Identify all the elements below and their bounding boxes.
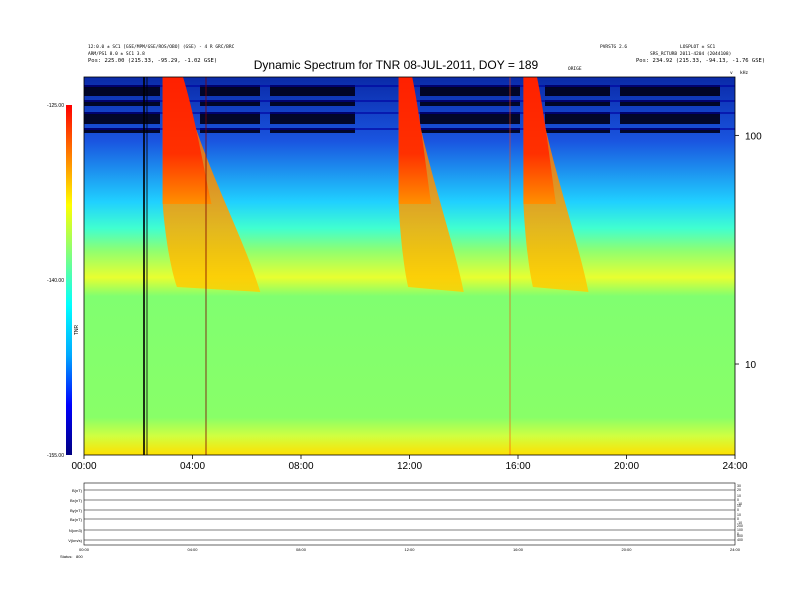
colorbar [66, 105, 72, 455]
dark-band [200, 128, 260, 133]
bottom-scale-label: 10 [737, 504, 741, 508]
dark-band [420, 85, 520, 96]
bottom-scale-label: 30 [737, 484, 741, 488]
bottom-scale-label: 200 [737, 524, 743, 528]
dark-band [200, 112, 260, 124]
dark-band [200, 85, 260, 96]
header-right-line4: Pos: 234.92 (215.33, -94.13, -1.76 GSE) [636, 58, 766, 64]
bottom-row-label: Bz(nT) [70, 517, 83, 522]
dark-band [84, 100, 160, 106]
bottom-row-label: Bx(nT) [70, 498, 83, 503]
status-value: 800 [76, 554, 83, 559]
burst-core [523, 77, 556, 204]
dark-band [545, 85, 610, 96]
bottom-x-tick-label: 24:00 [730, 547, 741, 552]
header-left-line2: ARM/PS1 8.0 ± SC1 3.8 [88, 52, 145, 57]
bottom-panel-frame [83, 482, 736, 546]
bottom-scale-label: 400 [737, 538, 743, 542]
dark-band [84, 112, 160, 124]
spectrogram [84, 77, 735, 455]
dark-band [84, 85, 160, 96]
x-tick-label: 04:00 [180, 461, 205, 472]
bottom-row-label: N(cm3) [69, 528, 83, 533]
colorbar-tick-label: -125.00 [47, 103, 64, 109]
bottom-scale-label: 0 [737, 532, 739, 536]
bottom-scale-label: 10 [737, 494, 741, 498]
colorbar-ticks: -125.00 -140.00 -155.00 [47, 103, 64, 459]
bottom-scale-label: 0 [737, 508, 739, 512]
right-label-2: kHz [740, 71, 749, 76]
bottom-row-label: V(km/s) [68, 538, 82, 543]
bottom-scale-label: 100 [737, 528, 743, 532]
y-tick-label: 10 [745, 360, 757, 371]
bursts [162, 77, 589, 292]
bottom-x-tick-label: 04:00 [187, 547, 198, 552]
header-right-line3: SRS_RCTURB 2011-4204 (2044108) [650, 52, 732, 57]
dark-band [620, 100, 720, 106]
x-tick-label: 16:00 [505, 461, 530, 472]
header-right-line2: LOSPLOT ± SC1 [680, 45, 716, 50]
dark-band [620, 85, 720, 96]
burst-core [162, 77, 212, 204]
bottom-scale-label: 0 [737, 517, 739, 521]
bottom-x-tick-label: 12:00 [404, 547, 415, 552]
bottom-x-tick-label: 20:00 [621, 547, 632, 552]
mid-label: ORIGE [568, 67, 582, 72]
bottom-scale-label: 20 [737, 488, 741, 492]
colorbar-tick-label: -140.00 [47, 278, 64, 284]
dark-band [545, 112, 610, 124]
dark-band [420, 128, 520, 133]
colorbar-label: TNR [74, 324, 80, 335]
dark-band [420, 112, 520, 124]
dark-band [200, 100, 260, 106]
bottom-scale-label: 10 [737, 513, 741, 517]
chart-title: Dynamic Spectrum for TNR 08-JUL-2011, DO… [253, 58, 539, 72]
bottom-scale-label: 500 [737, 534, 743, 538]
y-tick-label: 100 [745, 131, 762, 142]
dark-band [270, 128, 355, 133]
bottom-x-tick-label: 16:00 [513, 547, 524, 552]
bottom-scale-label: 0 [737, 498, 739, 502]
dark-band [420, 100, 520, 106]
bottom-x-tick-label: 00:00 [79, 547, 90, 552]
dark-band [84, 128, 160, 133]
artifacts [143, 77, 511, 455]
status-label: Status: [60, 554, 72, 559]
x-tick-label: 08:00 [288, 461, 313, 472]
dark-band [270, 112, 355, 124]
y-axis: 100 10 [735, 131, 762, 371]
dark-band [270, 100, 355, 106]
header-right-line1: PVRSTG 2.6 [600, 45, 628, 50]
bottom-row-label: B(nT) [72, 488, 83, 493]
header-left-line1: 12:0.0 ± SC1 [GSE/MPM/GSE/ROS/OBO] (GSE)… [88, 45, 235, 50]
dark-band [620, 112, 720, 124]
x-tick-label: 20:00 [614, 461, 639, 472]
x-tick-label: 00:00 [71, 461, 96, 472]
x-axis: 00:00 04:00 08:00 12:00 16:00 20:00 24:00 [71, 455, 748, 472]
colorbar-tick-label: -155.00 [47, 453, 64, 459]
x-tick-label: 12:00 [397, 461, 422, 472]
bottom-scale-label: -10 [737, 502, 742, 506]
dark-band [545, 100, 610, 106]
dark-band [270, 85, 355, 96]
bottom-panel: B(nT)3020Bx(nT)100-10By(nT)100Bz(nT)100-… [60, 482, 743, 559]
dark-band [545, 128, 610, 133]
dark-band [620, 128, 720, 133]
bottom-scale-label: -10 [737, 521, 742, 525]
x-tick-label: 24:00 [722, 461, 747, 472]
right-label: v [730, 71, 733, 76]
burst-core [398, 77, 432, 204]
bottom-x-tick-label: 08:00 [296, 547, 307, 552]
bottom-row-label: By(nT) [70, 508, 83, 513]
header-left-line3: Pos: 225.00 (215.33, -95.29, -1.02 GSE) [88, 58, 218, 64]
